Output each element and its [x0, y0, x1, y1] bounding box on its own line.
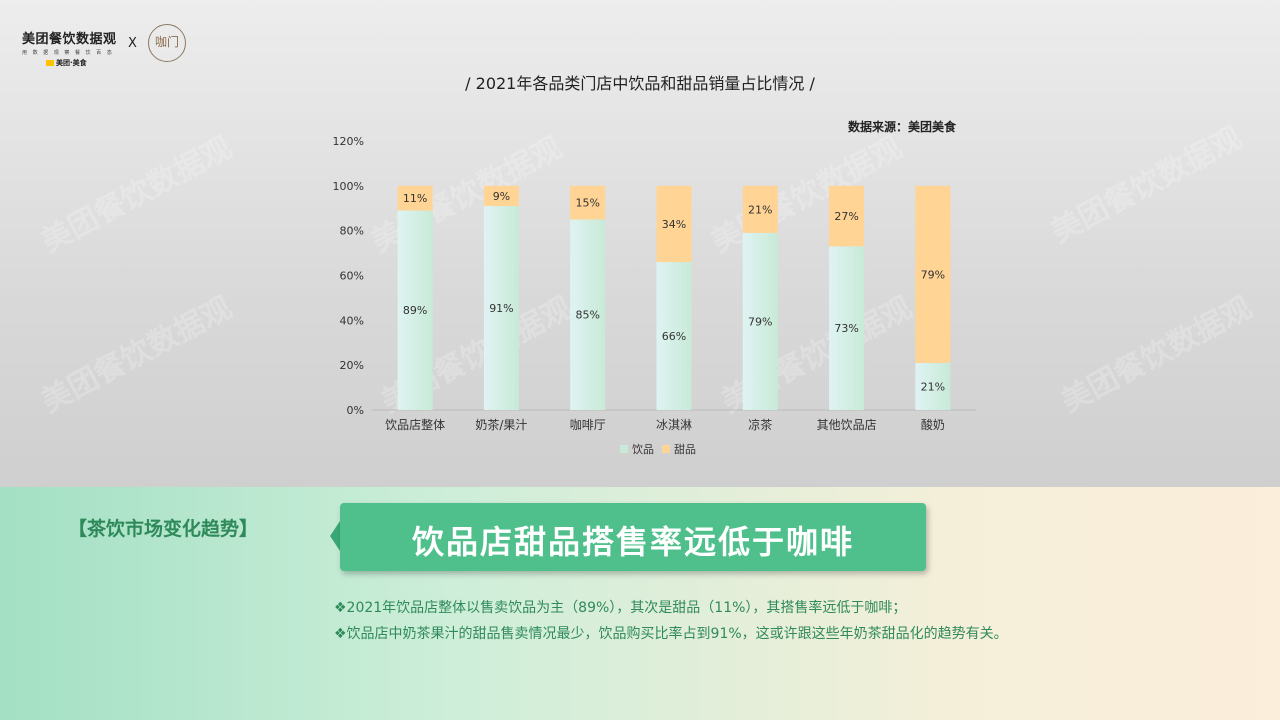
bar-drink — [656, 262, 692, 410]
cross-symbol: X — [128, 36, 137, 51]
legend-label-drink: 饮品 — [632, 443, 654, 456]
data-label-drink: 89% — [403, 304, 427, 317]
headline-banner: 饮品店甜品搭售率远低于咖啡 — [340, 503, 926, 571]
logo-title: 美团餐饮数据观 — [22, 32, 117, 47]
logo-brand: 美团·美食 — [46, 58, 117, 68]
data-label-dessert: 11% — [403, 192, 427, 205]
bar-drink — [915, 362, 951, 410]
x-tick-label: 咖啡厅 — [570, 417, 606, 432]
section-tag: 【茶饮市场变化趋势】 — [68, 518, 259, 540]
y-tick-label: 60% — [340, 270, 364, 283]
legend-label-dessert: 甜品 — [674, 443, 696, 456]
bar-dessert — [397, 185, 433, 211]
data-label-dessert: 79% — [921, 268, 945, 281]
bar-dessert — [483, 185, 519, 207]
y-tick-label: 120% — [333, 135, 364, 148]
data-label-drink: 85% — [575, 309, 599, 322]
x-tick-label: 凉茶 — [748, 417, 772, 432]
data-label-dessert: 34% — [662, 218, 686, 231]
bar-drink — [570, 219, 606, 410]
headline: 饮品店甜品搭售率远低于咖啡 — [411, 523, 854, 561]
data-label-drink: 91% — [489, 302, 513, 315]
x-tick-label: 奶茶/果汁 — [475, 417, 527, 432]
bar-drink — [397, 210, 433, 410]
y-tick-label: 80% — [340, 225, 364, 238]
legend-swatch-drink — [620, 445, 628, 453]
brand-logo: 美团餐饮数据观 用 数 据 观 察 餐 饮 百 态 美团·美食 — [22, 28, 117, 68]
x-tick-label: 酸奶 — [921, 417, 945, 432]
data-label-drink: 21% — [921, 380, 945, 393]
y-tick-label: 20% — [340, 359, 364, 372]
bar-dessert — [570, 185, 606, 220]
data-source: 数据来源：美团美食 — [848, 120, 957, 134]
logo-subtitle: 用 数 据 观 察 餐 饮 百 态 — [22, 50, 114, 56]
bar-drink — [829, 246, 865, 410]
data-label-dessert: 27% — [834, 210, 858, 223]
bar-drink — [742, 232, 778, 410]
y-tick-label: 40% — [340, 314, 364, 327]
partner-logo: 咖门 — [148, 24, 186, 62]
chart-panel: 美团餐饮数据观 美团餐饮数据观 美团餐饮数据观 美团餐饮数据观 美团餐饮数据观 … — [0, 0, 1280, 487]
bar-dessert — [829, 185, 865, 247]
bar-drink — [483, 206, 519, 410]
data-label-drink: 73% — [834, 322, 858, 335]
chart-title: / 2021年各品类门店中饮品和甜品销量占比情况 / — [465, 74, 815, 93]
x-tick-label: 其他饮品店 — [817, 418, 877, 432]
legend-swatch-dessert — [662, 445, 670, 453]
data-label-dessert: 21% — [748, 203, 772, 216]
bar-dessert — [656, 185, 692, 263]
stacked-bar-chart: 0% 20% 40% 60% 80% 100% 120% 89% 11% 饮品店整体 91% 9% 奶茶… — [333, 135, 976, 456]
data-label-drink: 66% — [662, 330, 686, 343]
x-tick-label: 冰淇淋 — [656, 418, 692, 432]
meituan-icon — [46, 60, 54, 66]
y-tick-label: 100% — [333, 180, 364, 193]
note-2: ❖饮品店中奶茶果汁的甜品售卖情况最少，饮品购买比率占到91%，这或许跟这些年奶茶… — [334, 626, 1008, 642]
bar-dessert — [742, 185, 778, 233]
x-tick-label: 饮品店整体 — [385, 417, 445, 432]
data-label-dessert: 9% — [493, 190, 510, 203]
y-tick-label: 0% — [347, 404, 364, 417]
data-label-drink: 79% — [748, 315, 772, 328]
note-1: ❖2021年饮品店整体以售卖饮品为主（89%），其次是甜品（11%），其搭售率远… — [334, 600, 907, 616]
bar-dessert — [915, 185, 951, 363]
data-label-dessert: 15% — [575, 197, 599, 210]
